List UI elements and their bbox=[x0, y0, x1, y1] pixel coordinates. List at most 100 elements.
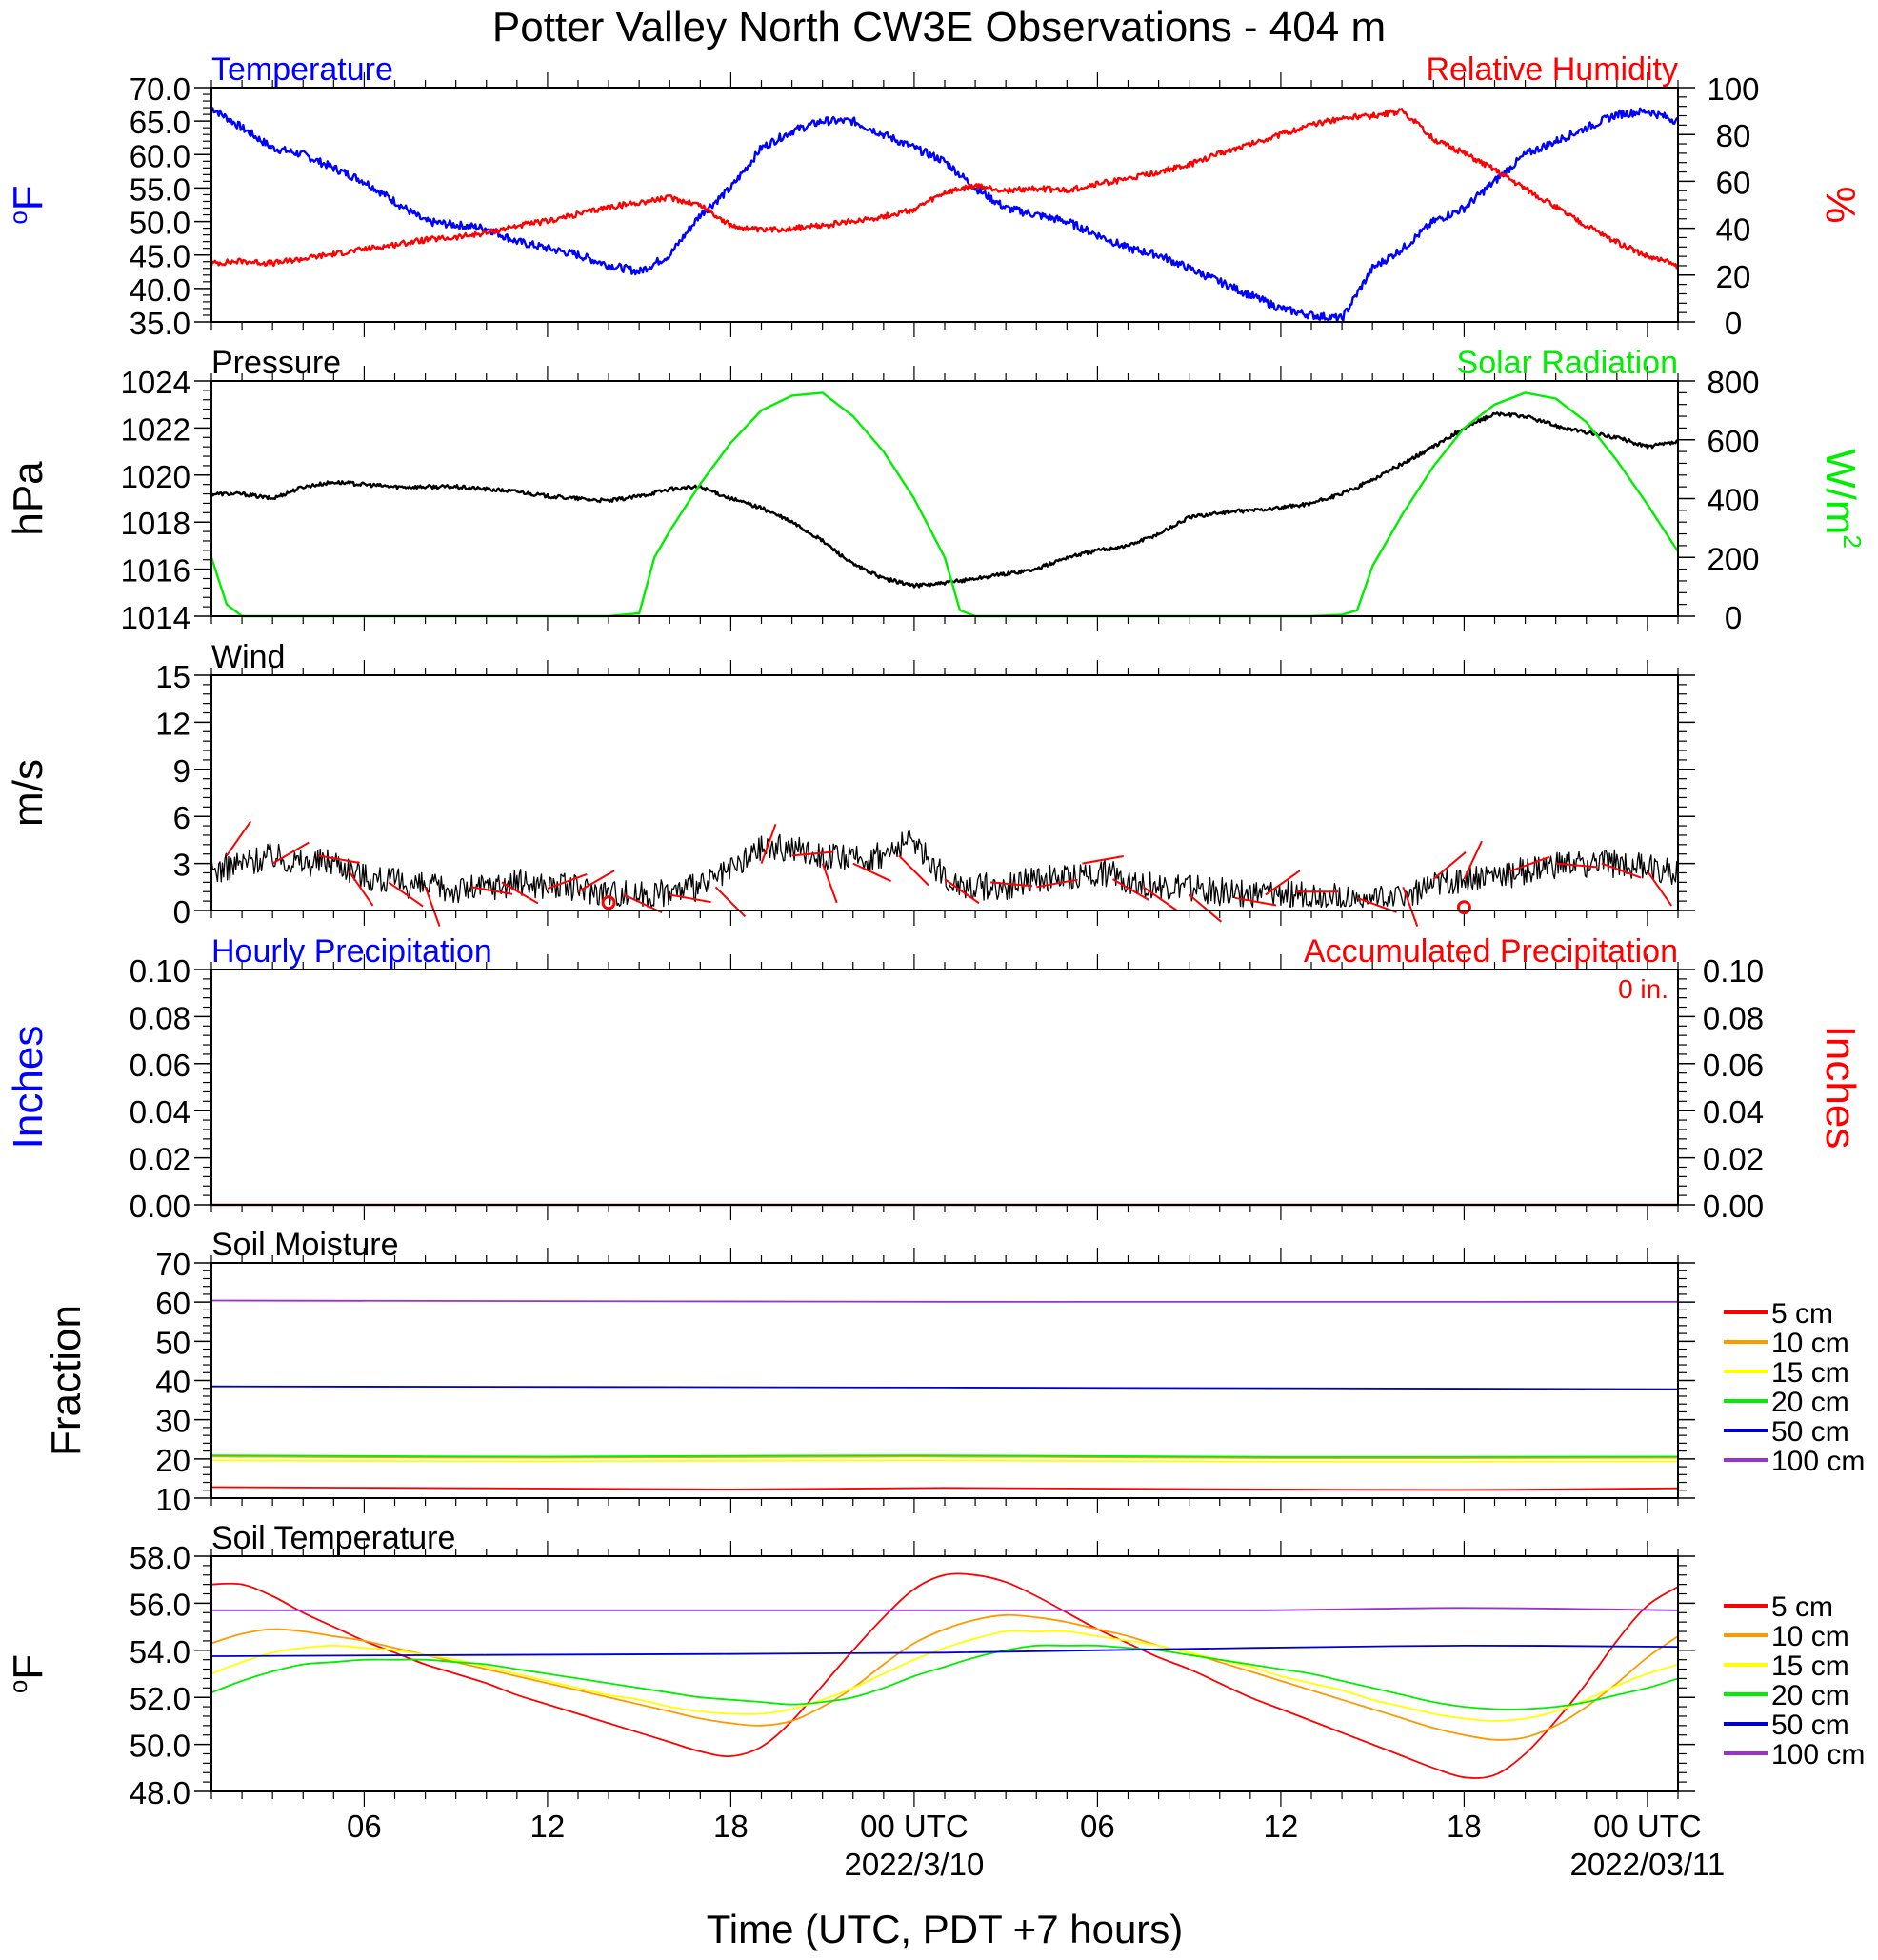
left-tick-label: 70.0 bbox=[130, 71, 190, 107]
right-tick-label: 100 bbox=[1707, 71, 1759, 107]
calm-marker bbox=[601, 895, 616, 910]
series-line-15-cm bbox=[211, 1459, 1678, 1463]
wind-barb bbox=[1647, 870, 1673, 907]
left-unit-label: m/s bbox=[5, 759, 51, 827]
right-tick-label: 40 bbox=[1716, 212, 1751, 248]
series-line-relative-humidity bbox=[211, 108, 1678, 270]
series-group bbox=[211, 391, 1678, 618]
legend-label: 10 cm bbox=[1771, 1328, 1849, 1359]
right-tick-label: 600 bbox=[1707, 424, 1759, 459]
wind-barb bbox=[1601, 862, 1642, 879]
series-line-15-cm bbox=[211, 1630, 1678, 1722]
wind-barb bbox=[348, 870, 374, 907]
wind-barb bbox=[388, 881, 424, 908]
left-tick-label: 12 bbox=[155, 706, 190, 741]
series-group bbox=[211, 1299, 1678, 1491]
page-title: Potter Valley North CW3E Observations - … bbox=[492, 4, 1386, 50]
panel-frame bbox=[210, 969, 1679, 1206]
time-ticks bbox=[210, 660, 1679, 926]
left-tick-label: 1022 bbox=[121, 411, 190, 447]
right-tick-label: 200 bbox=[1707, 541, 1759, 576]
series-line-temperature bbox=[211, 107, 1678, 323]
degree-symbol: o bbox=[4, 1680, 32, 1693]
wind-barb bbox=[577, 870, 615, 893]
time-ticks bbox=[210, 954, 1679, 1220]
legend-label: 5 cm bbox=[1771, 1298, 1833, 1330]
legend-label: 20 cm bbox=[1771, 1680, 1849, 1711]
legend-label: 15 cm bbox=[1771, 1650, 1849, 1682]
left-tick-label: 56.0 bbox=[130, 1587, 190, 1622]
panel-frame bbox=[210, 87, 1679, 323]
time-tick-label: 00 UTC bbox=[860, 1809, 969, 1844]
left-tick-label: 50 bbox=[155, 1325, 190, 1360]
wind-barb bbox=[669, 893, 711, 904]
left-tick-label: 0.02 bbox=[130, 1142, 190, 1177]
series-line-100-cm bbox=[211, 1607, 1678, 1611]
wind-barb bbox=[1036, 878, 1078, 889]
time-date-label: 2022/3/10 bbox=[845, 1847, 985, 1882]
panel-right-title: Accumulated Precipitation bbox=[1304, 933, 1678, 970]
right-unit-label: Inches bbox=[1817, 1026, 1864, 1150]
wind-barb bbox=[1432, 851, 1467, 880]
left-tick-label: 0 bbox=[173, 894, 190, 930]
series-line-50-cm bbox=[211, 1644, 1678, 1657]
wind-barb bbox=[1082, 855, 1124, 865]
left-tick-label: 45.0 bbox=[130, 239, 190, 274]
wind-barb bbox=[318, 854, 360, 864]
left-unit-label: Inches bbox=[5, 1026, 51, 1150]
left-tick-label: 1014 bbox=[121, 600, 190, 635]
right-tick-label: 20 bbox=[1716, 259, 1751, 294]
series-line-20-cm bbox=[211, 1454, 1678, 1458]
right-tick-label: 80 bbox=[1716, 118, 1751, 153]
wind-barb bbox=[226, 820, 252, 856]
left-tick-label: 6 bbox=[173, 800, 190, 835]
series-line-20-cm bbox=[211, 1644, 1678, 1710]
accumulation-annotation: 0 in. bbox=[1618, 974, 1668, 1004]
time-axis-label: Time (UTC, PDT +7 hours) bbox=[707, 1907, 1184, 1951]
legend-label: 100 cm bbox=[1771, 1446, 1865, 1477]
left-tick-label: 60.0 bbox=[130, 138, 190, 173]
panel-left-title: Wind bbox=[211, 639, 285, 675]
series-group bbox=[211, 1572, 1678, 1779]
left-unit-label: hPa bbox=[5, 461, 51, 536]
left-tick-label: 9 bbox=[173, 753, 190, 789]
series-line-5-cm bbox=[211, 1486, 1678, 1491]
time-ticks bbox=[210, 1248, 1679, 1513]
left-tick-label: 0.10 bbox=[130, 953, 190, 989]
panel-left-title: Soil Temperature bbox=[211, 1520, 455, 1556]
legend-label: 5 cm bbox=[1771, 1591, 1833, 1623]
left-tick-label: 40 bbox=[155, 1365, 190, 1400]
unit-base: W/m bbox=[1817, 449, 1864, 534]
series-line-10-cm bbox=[211, 1455, 1678, 1459]
left-tick-label: 1016 bbox=[121, 553, 190, 589]
panel-frame bbox=[210, 674, 1679, 911]
wind-barb bbox=[271, 841, 310, 865]
wind-barb bbox=[1142, 886, 1179, 912]
left-tick-label: 3 bbox=[173, 848, 190, 883]
panel-pressure_solar: 1014 1016 1018 1020 1022 1024 0 200 400 600 800 Pre… bbox=[5, 345, 1867, 635]
left-tick-label: 50.0 bbox=[130, 1729, 190, 1764]
panel-frame bbox=[210, 380, 1679, 617]
left-tick-label: 48.0 bbox=[130, 1775, 190, 1810]
time-ticks bbox=[210, 366, 1679, 631]
left-tick-label: 35.0 bbox=[130, 306, 190, 341]
left-unit-label: oF bbox=[4, 1654, 51, 1693]
wind-barb bbox=[470, 886, 513, 895]
panel-frame bbox=[210, 1555, 1679, 1792]
wind-barb bbox=[821, 863, 838, 904]
wind-barb bbox=[547, 872, 588, 890]
right-tick-label: 0.00 bbox=[1703, 1189, 1764, 1224]
series-line-10-cm bbox=[211, 1613, 1678, 1741]
legend-label: 10 cm bbox=[1771, 1621, 1849, 1652]
panel-temp_rh: 35.040.045.050.055.060.065.070.0 0 20 40 60 8… bbox=[4, 51, 1864, 341]
wind-barb bbox=[1111, 878, 1150, 901]
panel-left-title: Hourly Precipitation bbox=[211, 933, 492, 970]
wind-barb bbox=[424, 886, 441, 927]
legend-label: 50 cm bbox=[1771, 1416, 1849, 1448]
series-group bbox=[211, 107, 1678, 323]
right-tick-label: 0 bbox=[1725, 306, 1742, 341]
left-tick-label: 1020 bbox=[121, 459, 190, 494]
